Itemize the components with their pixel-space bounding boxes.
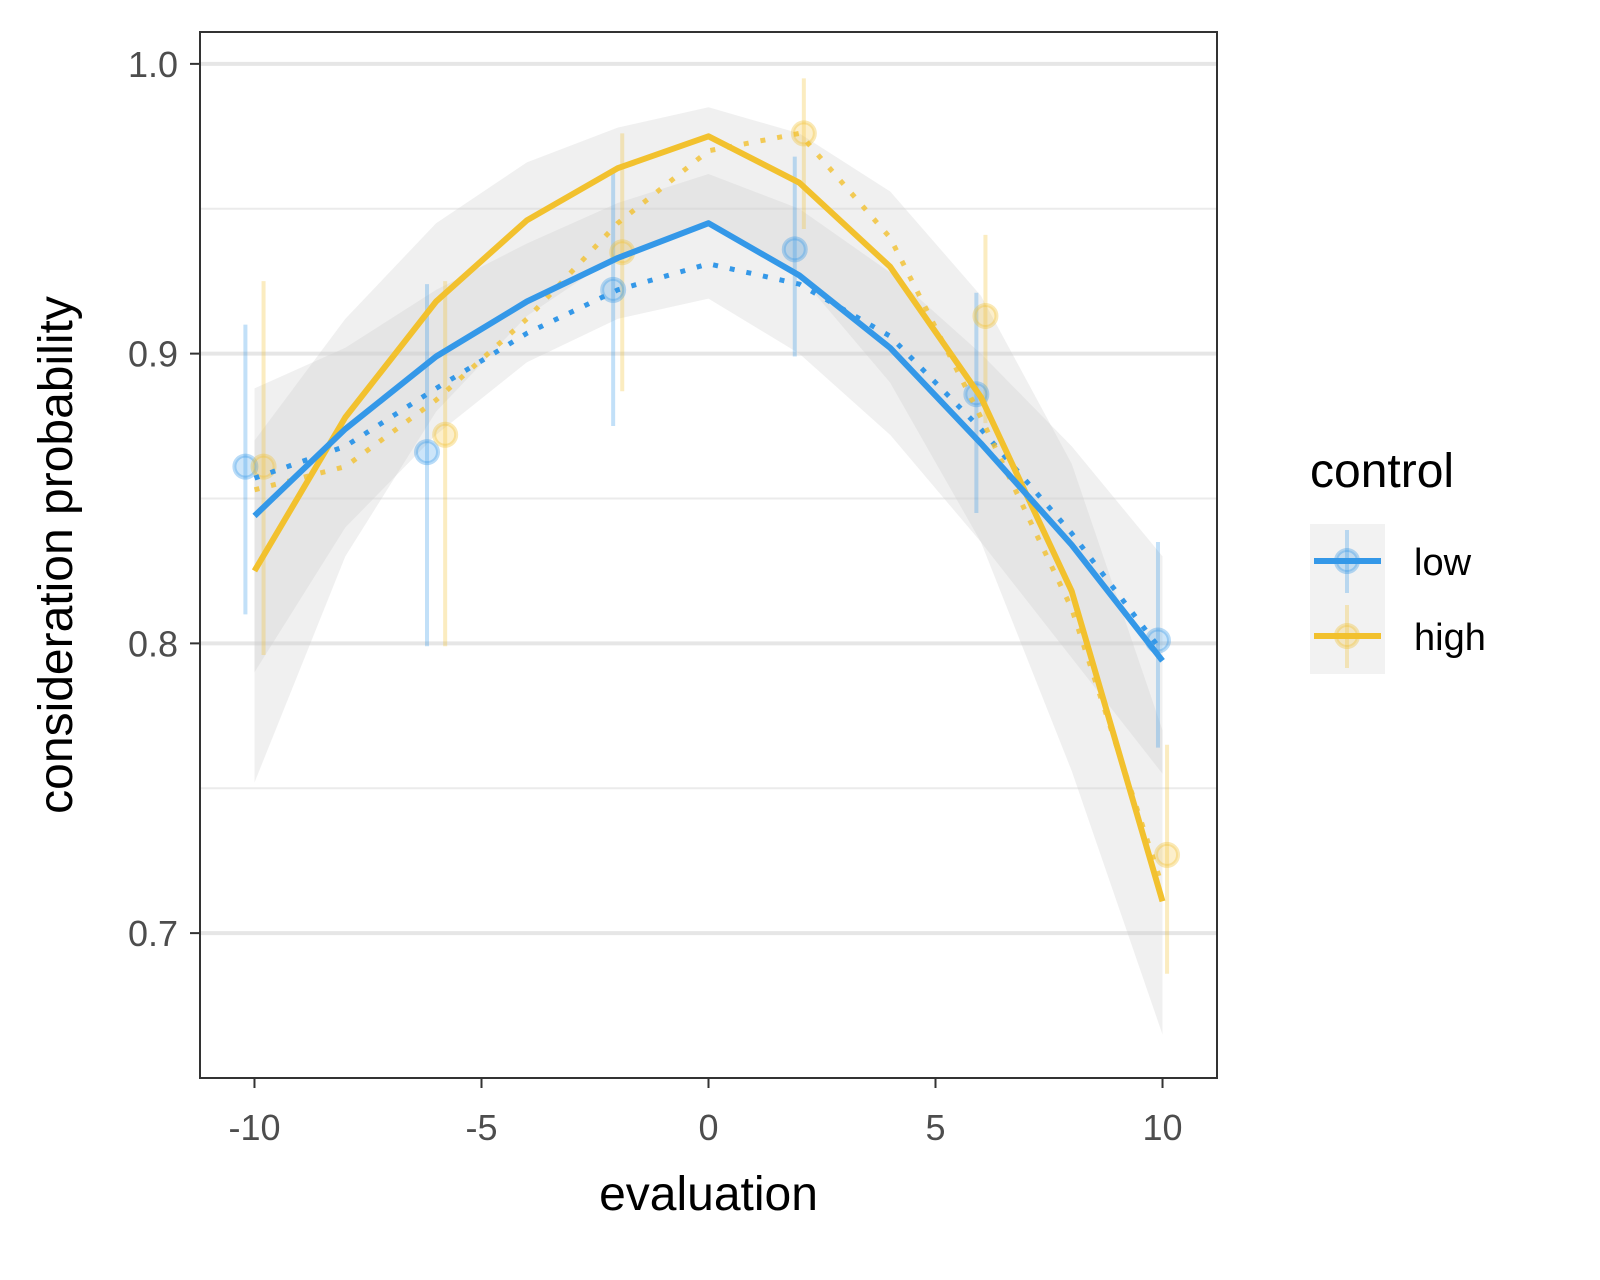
x-tick-label: 5 xyxy=(925,1107,945,1148)
fit-lines xyxy=(251,130,1166,903)
legend-title: control xyxy=(1310,445,1454,498)
y-tick-label: 0.8 xyxy=(128,623,178,664)
fit-line-low xyxy=(252,220,1165,663)
point-high xyxy=(972,302,999,329)
x-tick-label: -5 xyxy=(465,1107,497,1148)
y-tick-label: 1.0 xyxy=(128,44,178,85)
data-points xyxy=(232,120,1181,868)
x-tick-label: 0 xyxy=(698,1107,718,1148)
ribbon-high xyxy=(254,107,1163,1035)
grid-layer xyxy=(200,61,1217,936)
legend: control low high xyxy=(1310,445,1486,674)
legend-keys: low high xyxy=(1310,524,1486,674)
point-low xyxy=(414,439,441,466)
axes: -10 -5 0 5 10 0.7 0.8 0.9 1.0 xyxy=(128,44,1183,1148)
fit-line-high xyxy=(251,133,1166,903)
x-tick-label: -10 xyxy=(228,1107,280,1148)
legend-label-high: high xyxy=(1414,617,1486,659)
error-bars xyxy=(243,78,1170,974)
y-tick-label: 0.7 xyxy=(128,913,178,954)
point-high xyxy=(432,421,459,448)
point-high xyxy=(250,453,277,480)
point-low xyxy=(600,276,627,303)
point-high xyxy=(1154,841,1181,868)
point-low xyxy=(781,236,808,263)
legend-label-low: low xyxy=(1414,542,1472,584)
y-axis-title: consideration probability xyxy=(30,296,83,814)
x-axis-title: evaluation xyxy=(599,1168,818,1221)
point-high xyxy=(790,120,817,147)
y-tick-label: 0.9 xyxy=(128,334,178,375)
x-tick-label: 10 xyxy=(1142,1107,1182,1148)
point-low xyxy=(232,453,259,480)
